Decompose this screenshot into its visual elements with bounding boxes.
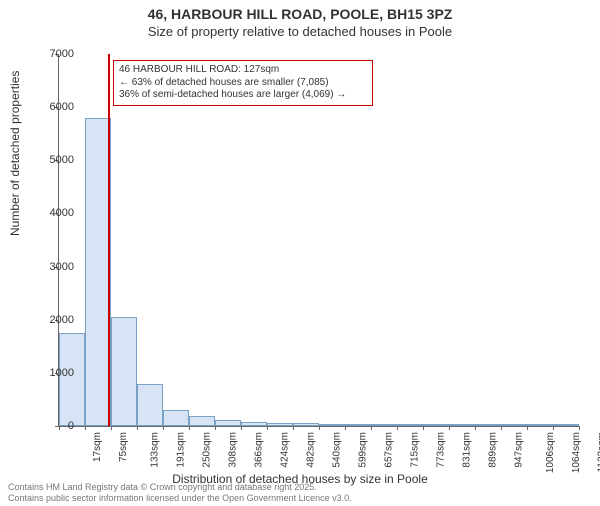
x-tick — [423, 426, 424, 430]
x-tick-label: 657sqm — [384, 432, 395, 468]
x-tick-label: 133sqm — [150, 432, 161, 468]
x-tick-label: 889sqm — [488, 432, 499, 468]
y-tick-label: 0 — [68, 420, 74, 432]
plot-region: 46 HARBOUR HILL ROAD: 127sqm← 63% of det… — [58, 54, 579, 427]
y-tick-label: 2000 — [50, 314, 74, 326]
histogram-bar — [371, 424, 397, 426]
x-tick-label: 540sqm — [332, 432, 343, 468]
attribution-text: Contains HM Land Registry data © Crown c… — [8, 482, 352, 504]
y-axis-label: Number of detached properties — [8, 71, 22, 236]
y-tick-label: 3000 — [50, 261, 74, 273]
y-tick-label: 1000 — [50, 367, 74, 379]
x-tick-label: 191sqm — [176, 432, 187, 468]
x-tick — [241, 426, 242, 430]
histogram-bar — [475, 424, 501, 426]
histogram-bar — [215, 420, 241, 426]
x-tick — [85, 426, 86, 430]
histogram-bar — [501, 424, 527, 426]
x-tick-label: 308sqm — [228, 432, 239, 468]
histogram-bar — [527, 424, 553, 426]
x-tick-label: 1064sqm — [571, 432, 582, 473]
histogram-bar — [59, 333, 85, 426]
x-tick — [371, 426, 372, 430]
x-tick-label: 17sqm — [92, 432, 103, 462]
histogram-bar — [553, 424, 579, 426]
x-tick — [59, 426, 60, 430]
x-tick — [397, 426, 398, 430]
x-tick — [501, 426, 502, 430]
x-tick-label: 424sqm — [280, 432, 291, 468]
x-tick-label: 773sqm — [436, 432, 447, 468]
histogram-bar — [319, 424, 345, 426]
histogram-bar — [241, 422, 267, 426]
histogram-bar — [189, 416, 215, 426]
x-tick-label: 715sqm — [410, 432, 421, 468]
x-tick — [189, 426, 190, 430]
x-tick — [579, 426, 580, 430]
histogram-bar — [345, 424, 371, 426]
y-tick-label: 7000 — [50, 48, 74, 60]
histogram-bar — [423, 424, 449, 426]
x-tick — [267, 426, 268, 430]
histogram-bar — [397, 424, 423, 426]
histogram-bar — [111, 317, 137, 426]
x-tick — [527, 426, 528, 430]
annotation-line1: 46 HARBOUR HILL ROAD: 127sqm — [119, 64, 367, 77]
x-tick-label: 75sqm — [118, 432, 129, 462]
chart-area: 46 HARBOUR HILL ROAD: 127sqm← 63% of det… — [58, 54, 578, 426]
x-tick — [215, 426, 216, 430]
attribution-line2: Contains public sector information licen… — [8, 493, 352, 504]
x-tick-label: 1122sqm — [596, 432, 600, 472]
histogram-bar — [137, 384, 163, 427]
y-tick-label: 4000 — [50, 207, 74, 219]
chart-title-line1: 46, HARBOUR HILL ROAD, POOLE, BH15 3PZ — [0, 6, 600, 22]
y-tick-label: 6000 — [50, 101, 74, 113]
histogram-bar — [449, 424, 475, 426]
x-tick-label: 1006sqm — [545, 432, 556, 473]
x-tick-label: 831sqm — [462, 432, 473, 468]
x-tick-label: 250sqm — [202, 432, 213, 468]
x-tick-label: 482sqm — [306, 432, 317, 468]
x-tick — [345, 426, 346, 430]
x-tick-label: 599sqm — [358, 432, 369, 468]
x-tick — [553, 426, 554, 430]
histogram-bar — [163, 410, 189, 426]
attribution-line1: Contains HM Land Registry data © Crown c… — [8, 482, 352, 493]
annotation-line2: ← 63% of detached houses are smaller (7,… — [119, 77, 367, 90]
annotation-box: 46 HARBOUR HILL ROAD: 127sqm← 63% of det… — [113, 60, 373, 106]
x-tick — [449, 426, 450, 430]
x-tick — [111, 426, 112, 430]
x-tick — [137, 426, 138, 430]
x-tick — [475, 426, 476, 430]
histogram-bar — [293, 423, 319, 426]
x-tick-label: 947sqm — [514, 432, 525, 468]
property-marker-line — [108, 54, 110, 426]
y-tick-label: 5000 — [50, 154, 74, 166]
x-tick-label: 366sqm — [254, 432, 265, 468]
x-tick — [293, 426, 294, 430]
chart-title-line2: Size of property relative to detached ho… — [0, 24, 600, 39]
x-tick — [319, 426, 320, 430]
x-tick — [163, 426, 164, 430]
annotation-line3: 36% of semi-detached houses are larger (… — [119, 89, 367, 102]
histogram-bar — [267, 423, 293, 426]
